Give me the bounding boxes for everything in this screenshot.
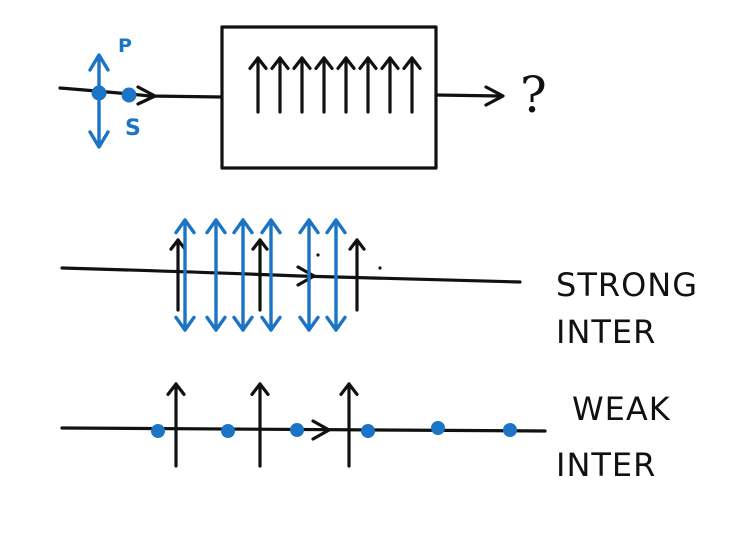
- magnetization-arrow: [402, 56, 422, 114]
- input-beam-arrowhead: [136, 85, 157, 106]
- s-polarization-dot: [431, 421, 445, 435]
- p-polarization-arrow-head-top: [174, 218, 196, 235]
- p-polarization-arrow-head-bottom: [174, 315, 196, 332]
- magnetization-arrow-head: [358, 56, 378, 70]
- p-polarization-arrow-head-top: [205, 218, 227, 235]
- magnetization-arrow: [314, 56, 334, 114]
- p-polarization-arrow-head-bottom: [325, 315, 347, 332]
- p-polarization-arrow-head-top: [260, 218, 282, 235]
- magnetization-arrow-head: [166, 382, 186, 396]
- p-polarization-arrow: [232, 218, 254, 332]
- s-polarization-dot: [503, 423, 517, 437]
- p-polarization-arrow: [260, 218, 282, 332]
- s-polarization-dot: [361, 424, 375, 438]
- p-polarization-arrow-head-bottom: [260, 315, 282, 332]
- weak-label-line1: WEAK: [572, 390, 671, 428]
- magnetization-arrow-head: [380, 56, 400, 70]
- s-label: S: [125, 116, 141, 141]
- p-polarization-arrow: [298, 218, 320, 332]
- p-dot: [91, 85, 107, 101]
- magnetization-arrow: [358, 56, 378, 114]
- magnetization-arrow-head: [169, 238, 187, 251]
- strong-label-line1: STRONG: [556, 266, 698, 304]
- top-section: P S ?: [58, 25, 547, 170]
- p-label: P: [118, 35, 132, 57]
- magnetization-arrow-head: [270, 56, 290, 70]
- magnetization-arrow-head: [251, 238, 269, 251]
- p-polarization-arrow: [325, 218, 347, 332]
- magnetization-arrow-head: [348, 238, 366, 251]
- s-dot: [121, 87, 137, 103]
- p-polarization-arrow-head-bottom: [298, 315, 320, 332]
- strong-label-line2: INTER: [556, 313, 656, 351]
- p-polarization-arrow: [205, 218, 227, 332]
- magnetization-arrow: [251, 238, 269, 312]
- strong-beam-line: [60, 266, 522, 284]
- p-polarization-arrow: [174, 218, 196, 332]
- magnetization-arrow: [380, 56, 400, 114]
- strong-beam-arrowhead: [296, 265, 316, 287]
- s-polarization-dot: [221, 424, 235, 438]
- magnetization-arrow: [270, 56, 290, 114]
- output-beam-line: [434, 93, 502, 98]
- p-arrowhead-bottom: [88, 130, 110, 149]
- weak-dots: [151, 421, 517, 438]
- magnetization-arrow: [248, 56, 268, 114]
- strong-blue-arrows: [174, 218, 347, 332]
- magnetization-arrow: [339, 382, 359, 468]
- strong-black-arrows: [169, 238, 366, 312]
- magnetization-arrow-head: [314, 56, 334, 70]
- strong-interaction-section: STRONG INTER: [60, 218, 698, 351]
- p-polarization-arrow-head-top: [298, 218, 320, 235]
- magnetization-arrow: [336, 56, 356, 114]
- magnetization-arrow: [292, 56, 312, 114]
- box-arrows: [248, 56, 422, 114]
- p-polarization-arrow-head-bottom: [232, 315, 254, 332]
- magnetization-arrow: [169, 238, 187, 312]
- weak-label-line2: INTER: [556, 446, 656, 484]
- output-beam-arrowhead: [484, 85, 505, 107]
- s-polarization-dot: [290, 423, 304, 437]
- magnetized-medium-box: [220, 25, 438, 170]
- strong-small-dot: [378, 266, 382, 270]
- strong-small-dot: [316, 253, 320, 257]
- weak-interaction-section: WEAK INTER: [60, 382, 671, 484]
- magnetization-arrow-head: [292, 56, 312, 70]
- magnetization-arrow-head: [336, 56, 356, 70]
- magnetization-arrow-head: [248, 56, 268, 70]
- question-mark: ?: [520, 66, 547, 124]
- p-polarization-arrow-head-bottom: [205, 315, 227, 332]
- magnetization-arrow-head: [250, 382, 270, 396]
- input-beam-line: [58, 86, 224, 99]
- p-polarization-arrow-head-top: [325, 218, 347, 235]
- magnetization-arrow: [166, 382, 186, 468]
- magnetization-arrow-head: [339, 382, 359, 396]
- magnetization-arrow: [348, 238, 366, 312]
- s-polarization-dot: [151, 424, 165, 438]
- weak-black-arrows: [166, 382, 359, 468]
- weak-beam-arrowhead: [311, 419, 331, 441]
- magnetization-arrow: [250, 382, 270, 468]
- p-arrowhead-top: [88, 53, 110, 72]
- p-polarization-arrow-head-top: [232, 218, 254, 235]
- magnetization-arrow-head: [402, 56, 422, 70]
